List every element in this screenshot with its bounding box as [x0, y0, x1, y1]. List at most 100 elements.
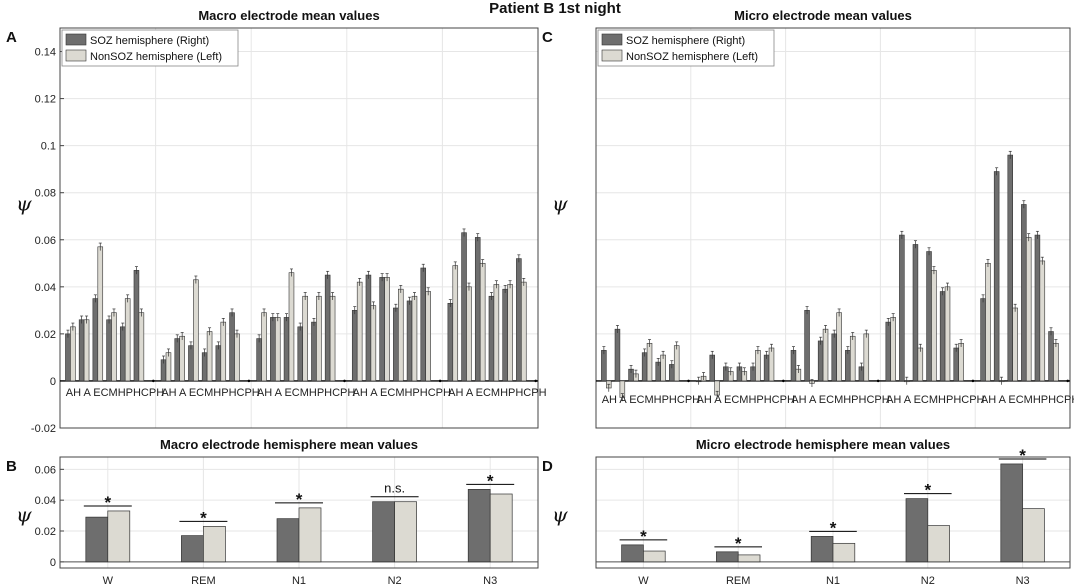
legend-label-nonsoz: NonSOZ hemisphere (Left) — [90, 51, 222, 63]
bar-soz-n2 — [372, 501, 395, 563]
bar-soz-n1-mh — [297, 326, 304, 382]
bar-soz-n1 — [810, 536, 834, 563]
y-tick-label: 0.1 — [41, 141, 56, 153]
bar-soz-n3-mh — [488, 295, 495, 382]
y-tick-label: 0 — [50, 557, 56, 569]
bar-soz-n1-ah — [790, 350, 797, 382]
x-tick-label: N3 — [483, 575, 497, 587]
region-tick-labels: AH A ECMHPHCPH — [448, 387, 546, 399]
bar-soz-n2-mh — [926, 251, 932, 382]
region-tick-labels: AH A ECMHPHCPH — [257, 387, 355, 399]
significance-label: n.s. — [384, 481, 405, 496]
group-separator — [687, 379, 690, 383]
legend-label-nonsoz: NonSOZ hemisphere (Left) — [626, 51, 758, 63]
bar-soz-rem-ph — [763, 354, 770, 382]
bar-nonsoz-n2-ah — [356, 281, 363, 382]
bar-soz-n3-ec — [1007, 154, 1013, 382]
panel-b-macro-hemisphere: 0 0.02 0.04 0.06 Macro electrode hemisphere … — [6, 437, 539, 587]
bar-nonsoz-n3-ph — [521, 281, 527, 382]
bar-soz-n3-ah — [980, 298, 986, 382]
bar-nonsoz-n3-mh — [493, 284, 500, 382]
bar-soz-rem — [716, 551, 739, 563]
bar-nonsoz-n2-a — [370, 305, 377, 382]
bar-soz-n2-ec — [912, 244, 919, 382]
x-tick-label: W — [638, 575, 649, 587]
bar-soz-n3-phc — [1034, 234, 1041, 382]
bar-nonsoz-n3 — [1022, 508, 1045, 563]
significance-label: * — [830, 518, 837, 537]
bar-nonsoz-n3 — [489, 493, 513, 563]
bar-nonsoz-rem-ec — [193, 279, 199, 382]
bar-nonsoz-n3-mh — [1025, 237, 1032, 382]
bar-soz-n2-ah — [351, 310, 358, 382]
axes-box — [59, 27, 539, 429]
bar-nonsoz-rem-ah — [165, 352, 172, 382]
figure-suptitle: Patient B 1st night — [489, 0, 621, 17]
bar-soz-rem-a — [709, 354, 716, 382]
bar-nonsoz-n3-a — [466, 286, 472, 382]
group-separator — [1066, 379, 1070, 383]
x-tick-label: N2 — [921, 575, 935, 587]
bar-nonsoz-n2-ah — [890, 317, 896, 382]
region-tick-labels: AH A ECMHPHCPH — [696, 394, 794, 406]
bar-soz-n3 — [1000, 463, 1023, 563]
bar-soz-n2-a — [899, 234, 905, 382]
bar-nonsoz-n1-ah — [261, 312, 267, 382]
x-tick-label: W — [103, 575, 114, 587]
bar-soz-w — [621, 544, 644, 563]
bar-soz-n3-a — [993, 171, 1000, 382]
bar-nonsoz-w — [643, 550, 666, 563]
bar-nonsoz-w-mh — [646, 342, 653, 382]
panel-c-micro-values: Micro electrode mean values Cψ AH A ECMHPH… — [542, 8, 1074, 429]
bar-nonsoz-n3-ah — [452, 265, 459, 382]
panel-letter: D — [542, 458, 553, 475]
bar-nonsoz-n1-ph — [863, 333, 870, 382]
y-tick-label: 0.04 — [35, 282, 56, 294]
bar-nonsoz-w-ph — [138, 312, 145, 382]
significance-label: * — [924, 481, 931, 500]
chart-title: Micro electrode hemisphere mean values — [696, 437, 950, 452]
bar-soz-n1-ph — [324, 274, 331, 382]
y-axis-symbol: ψ — [552, 191, 568, 215]
bar-soz-n1-ah — [256, 338, 262, 382]
group-separator — [534, 379, 538, 383]
bar-nonsoz-n1-mh — [302, 295, 308, 382]
y-tick-label: 0.02 — [35, 526, 56, 538]
bar-soz-n2-ph — [420, 267, 427, 382]
group-separator — [782, 379, 785, 383]
bar-soz-n3-ph — [516, 258, 522, 382]
bar-nonsoz-w-phc — [660, 354, 666, 382]
bar-nonsoz-n3-phc — [1039, 260, 1046, 382]
legend: SOZ hemisphere (Right) NonSOZ hemisphere … — [61, 29, 239, 67]
bar-nonsoz-n1 — [298, 507, 322, 563]
group-separator — [876, 379, 880, 383]
y-tick-label: 0 — [50, 376, 56, 388]
bar-soz-w-ah — [601, 350, 607, 382]
bar-soz-n2-mh — [393, 307, 399, 382]
bar-soz-w-mh — [106, 319, 112, 382]
bar-nonsoz-n2-ec — [384, 277, 390, 382]
bar-soz-n2 — [905, 498, 929, 563]
y-tick-label: 0.08 — [35, 188, 56, 200]
bar-soz-rem — [181, 535, 204, 563]
significance-label: * — [640, 527, 647, 546]
chart-title: Micro electrode mean values — [734, 8, 912, 23]
legend-box — [597, 29, 775, 67]
bar-soz-n1 — [276, 518, 300, 563]
bar-nonsoz-n2 — [927, 525, 950, 563]
significance-label: * — [487, 471, 494, 490]
bar-nonsoz-n2-phc — [411, 295, 418, 382]
bar-nonsoz-n2-ec — [917, 347, 924, 382]
legend-swatch-soz — [65, 33, 87, 46]
bar-soz-w-ph — [133, 270, 140, 382]
region-tick-labels: AH A ECMHPHCPH — [161, 387, 259, 399]
bar-soz-n1-ec — [817, 340, 824, 382]
group-separator — [247, 379, 251, 383]
bar-nonsoz-n2-phc — [944, 286, 951, 382]
bar-soz-n3-a — [461, 232, 467, 382]
bar-nonsoz-rem-mh — [206, 331, 213, 382]
bar-soz-w-ec — [92, 298, 99, 382]
bar-nonsoz-n2-ph — [425, 291, 431, 382]
axes-box — [595, 456, 1071, 569]
bar-nonsoz-w-ec — [97, 246, 104, 382]
